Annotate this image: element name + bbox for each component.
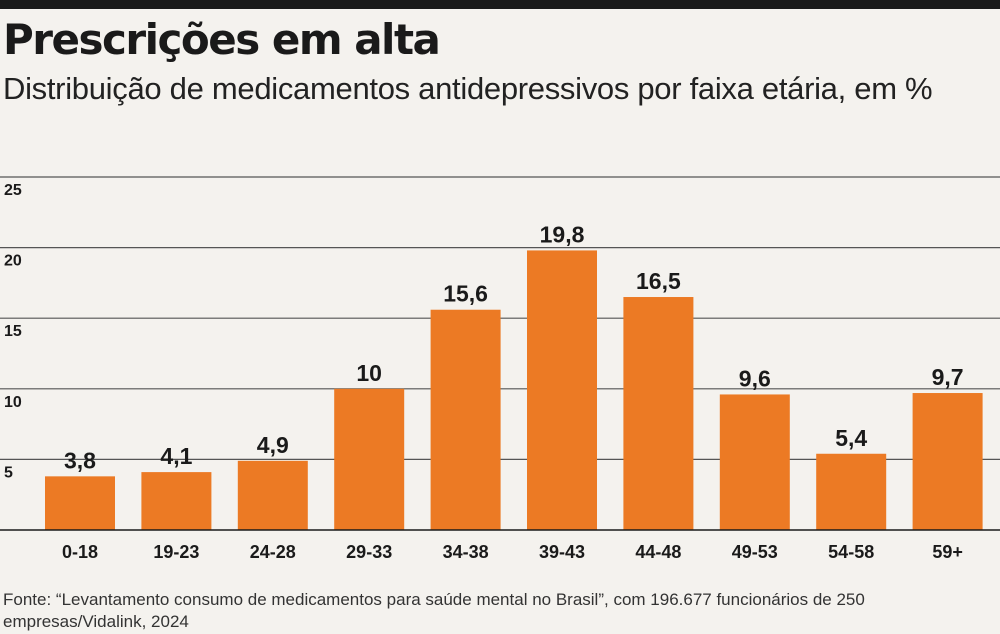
y-tick-label: 15 [4,323,22,340]
y-tick-label: 5 [4,464,13,481]
bar [527,250,597,530]
chart-subtitle: Distribuição de medicamentos antidepress… [3,71,933,106]
x-tick-label: 34-38 [443,542,489,562]
bar [141,472,212,530]
x-tick-label: 19-23 [153,542,199,562]
data-label: 16,5 [636,268,681,294]
y-tick-label: 10 [4,394,22,411]
y-tick-label: 20 [4,253,22,270]
bar-chart: 5 10 15 20 25 3,8 0-18 4,1 19-23 4,9 24-28 10 29-33 1… [0,176,1000,562]
data-label: 3,8 [64,447,96,473]
x-tick-label: 39-43 [539,542,585,562]
data-label: 10 [356,360,382,386]
data-label: 5,4 [835,425,867,451]
chart-title: Prescrições em alta [3,15,441,64]
bar [912,393,983,530]
bar [719,394,790,530]
x-tick-label: 59+ [932,542,963,562]
bar [623,297,694,530]
x-tick-label: 24-28 [250,542,296,562]
data-label: 19,8 [540,221,585,247]
y-tick-label: 25 [4,182,22,199]
x-tick-label: 44-48 [635,542,681,562]
data-label: 15,6 [443,281,488,307]
data-label: 4,9 [257,432,289,458]
data-label: 9,6 [739,365,771,391]
bar [430,309,501,530]
x-tick-label: 0-18 [62,542,98,562]
bar [334,388,405,530]
bar [45,476,115,530]
source-note: Fonte: “Levantamento consumo de medicame… [3,590,865,631]
top-rule [0,0,1000,9]
x-tick-label: 49-53 [732,542,778,562]
data-label: 4,1 [160,443,192,469]
x-tick-label: 54-58 [828,542,874,562]
bar [237,460,308,530]
x-tick-label: 29-33 [346,542,392,562]
data-label: 9,7 [932,364,964,390]
bar [816,453,887,530]
